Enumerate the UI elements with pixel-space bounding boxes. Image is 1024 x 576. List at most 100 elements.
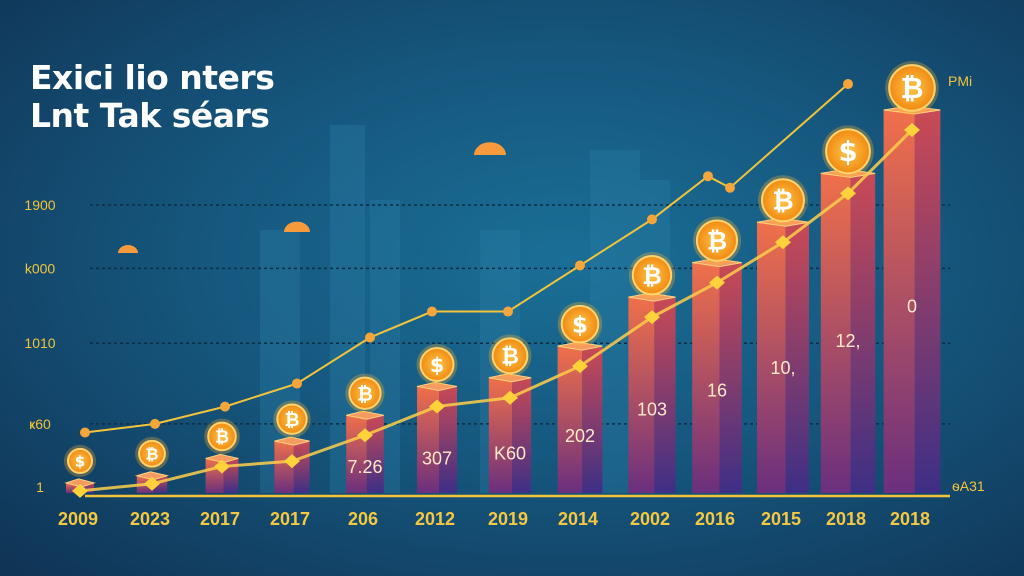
coin-symbol: ₿	[285, 410, 300, 431]
bar-value-label: 0	[907, 296, 917, 316]
bar-top	[488, 373, 532, 383]
corner-label: PMi	[948, 73, 972, 89]
bar	[274, 441, 294, 493]
bar-side	[785, 222, 809, 493]
bar-side	[366, 415, 384, 493]
coin-icon	[276, 403, 308, 435]
star-marker	[644, 310, 660, 325]
coin-icon	[761, 178, 805, 223]
x-tick-label: 2016	[695, 509, 735, 529]
star-marker	[284, 454, 300, 469]
bar-top	[205, 453, 239, 463]
bar	[883, 109, 915, 494]
star-marker	[709, 275, 725, 290]
coin-symbol: $	[75, 452, 85, 470]
bar-side	[582, 346, 603, 493]
x-tick-label: 2009	[58, 509, 98, 529]
y-tick-label: 1010	[24, 335, 55, 351]
bar-side	[512, 377, 532, 493]
bar	[628, 297, 655, 493]
bar-top	[346, 410, 384, 420]
bar-value-label: 16	[707, 380, 727, 400]
line-point	[503, 306, 513, 317]
star-marker	[840, 186, 856, 201]
bar-side	[81, 482, 94, 493]
cloud-decor	[118, 245, 138, 253]
x-tick-label: 2014	[558, 509, 598, 529]
y-tick-label: 1	[36, 479, 44, 495]
bar-top	[274, 436, 310, 446]
bar-value-label: 202	[565, 426, 595, 446]
coin-icon	[67, 447, 93, 474]
bar-top	[134, 471, 170, 481]
line-point	[427, 306, 437, 317]
chart-title-line-2: Lnt Tak séars	[30, 96, 270, 135]
y-tick-label: k000	[25, 260, 56, 276]
coin-symbol: ₿	[357, 382, 373, 405]
y-tick-label: 1900	[24, 197, 55, 213]
bar-side	[719, 262, 742, 493]
coin-symbol: ₿	[707, 227, 727, 256]
x-tick-label: 2019	[488, 509, 528, 529]
bar	[346, 415, 367, 493]
axis-end-label: ѳA31	[952, 478, 985, 494]
x-tick-label: 2018	[826, 509, 866, 529]
star-marker	[904, 122, 920, 137]
line-point	[80, 427, 90, 438]
coin-symbol: ₿	[501, 345, 519, 370]
cloud-decor	[474, 142, 506, 155]
chart-title-line-1: Exici lio nters	[30, 58, 275, 97]
bar-value-label: K60	[494, 444, 526, 464]
coin-symbol: $	[572, 312, 588, 338]
y-tick-label: ҝ60	[29, 416, 51, 432]
coin-icon	[695, 219, 739, 262]
bar-side	[914, 109, 941, 494]
coin-symbol: ₿	[772, 187, 793, 217]
coin-symbol: ₿	[900, 72, 923, 105]
coin-icon	[419, 346, 455, 382]
coin-symbol: ₿	[215, 428, 229, 448]
bar-value-label: 10,	[770, 358, 795, 378]
bar-side	[293, 441, 310, 493]
line-point	[575, 260, 585, 271]
bar-value-label: 12,	[835, 331, 860, 351]
x-tick-label: 2023	[130, 509, 170, 529]
line-point	[365, 332, 375, 343]
x-tick-label: 2017	[200, 509, 240, 529]
star-marker	[502, 390, 518, 405]
bar	[757, 222, 786, 493]
line-point	[647, 214, 657, 225]
x-tick-label: 206	[348, 509, 378, 529]
coin-icon	[888, 64, 936, 112]
star-marker	[144, 476, 160, 491]
x-tick-label: 2002	[630, 509, 670, 529]
coin-icon	[138, 439, 166, 468]
coin-icon	[348, 376, 382, 410]
coin-icon	[491, 337, 529, 375]
coin-symbol: $	[838, 137, 857, 168]
line-point	[725, 182, 735, 193]
x-tick-label: 2017	[270, 509, 310, 529]
bar	[488, 377, 513, 493]
bar	[66, 482, 82, 493]
coin-symbol: ₿	[642, 262, 662, 290]
coin-symbol: $	[430, 353, 444, 377]
line-point	[220, 401, 230, 412]
bar-top	[64, 478, 96, 488]
line-point	[703, 171, 713, 182]
star-marker	[429, 399, 445, 414]
star-marker	[572, 359, 588, 374]
bar-top	[416, 381, 458, 391]
coin-symbol: ₿	[145, 445, 158, 464]
bar-value-label: 7.26	[347, 457, 382, 477]
bar-side	[439, 386, 457, 493]
coin-icon	[560, 304, 600, 344]
star-marker	[214, 459, 230, 474]
coin-icon	[631, 254, 673, 296]
cloud-decor	[284, 221, 310, 232]
bar-value-label: 103	[637, 399, 667, 419]
bar	[692, 262, 720, 493]
star-marker	[72, 483, 88, 498]
